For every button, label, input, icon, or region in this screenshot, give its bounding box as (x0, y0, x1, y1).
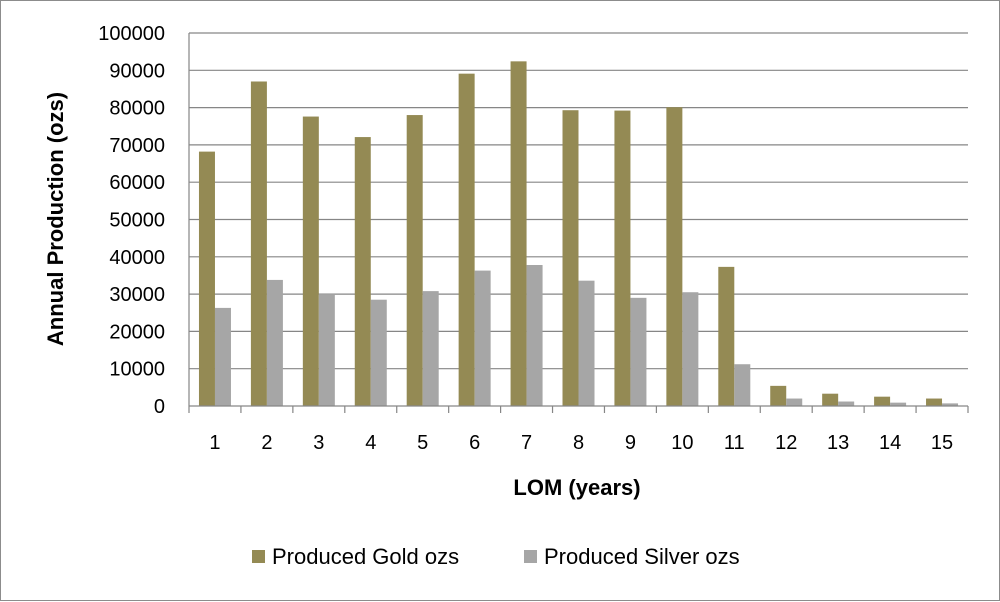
x-tick-labels: 1 2 3 4 5 6 7 8 9 10 11 12 13 14 15 (209, 432, 953, 454)
silver-bar (890, 402, 907, 406)
x-tick-label: 15 (931, 432, 953, 454)
silver-bar (266, 279, 283, 406)
gold-bar (406, 115, 423, 406)
y-tick-label: 90000 (109, 60, 165, 82)
silver-bar (422, 291, 439, 406)
y-tick-label: 100000 (98, 23, 165, 45)
bars (198, 61, 959, 407)
y-tick-label: 80000 (109, 98, 165, 120)
gold-bar (354, 137, 371, 406)
x-tick-label: 6 (469, 432, 480, 454)
silver-bar (318, 294, 335, 406)
gold-bar (874, 396, 891, 406)
legend-label-gold: Produced Gold ozs (272, 544, 459, 569)
silver-bar (474, 270, 491, 406)
gold-bar (614, 110, 631, 407)
y-tick-label: 0 (154, 396, 165, 418)
silver-bar (942, 403, 959, 406)
silver-bar (526, 265, 543, 406)
x-tick-label: 2 (261, 432, 272, 454)
legend: Produced Gold ozs Produced Silver ozs (252, 544, 740, 569)
axes (188, 33, 969, 413)
x-tick-label: 10 (671, 432, 693, 454)
x-tick-label: 4 (365, 432, 376, 454)
silver-bar (734, 364, 751, 406)
y-tick-label: 20000 (109, 321, 165, 343)
gold-bar (302, 116, 319, 406)
silver-bar (838, 401, 855, 406)
gold-bar (926, 398, 943, 406)
legend-label-silver: Produced Silver ozs (544, 544, 740, 569)
silver-bar (630, 297, 647, 406)
x-axis-title: LOM (years) (513, 475, 640, 500)
gold-bar (250, 81, 267, 407)
y-tick-label: 70000 (109, 135, 165, 157)
x-tick-label: 12 (775, 432, 797, 454)
x-tick-label: 1 (209, 432, 220, 454)
x-tick-label: 8 (573, 432, 584, 454)
x-tick-label: 7 (521, 432, 532, 454)
gold-bar (718, 266, 735, 406)
y-axis-title: Annual Production (ozs) (43, 92, 68, 346)
x-tick-label: 14 (879, 432, 901, 454)
y-tick-label: 10000 (109, 359, 165, 381)
legend-swatch-gold (252, 550, 265, 563)
y-tick-labels: 0 10000 20000 30000 40000 50000 60000 70000 8000… (98, 23, 165, 418)
y-tick-label: 50000 (109, 210, 165, 232)
silver-bar (214, 307, 231, 406)
silver-bar (786, 398, 803, 406)
y-tick-label: 30000 (109, 284, 165, 306)
gold-bar (770, 385, 787, 406)
x-tick-label: 3 (313, 432, 324, 454)
gold-bar (510, 61, 527, 407)
gold-bar (822, 393, 839, 406)
gold-bar (666, 107, 683, 407)
x-tick-label: 11 (724, 432, 745, 454)
x-tick-label: 5 (417, 432, 428, 454)
legend-swatch-silver (524, 550, 537, 563)
silver-bar (682, 292, 699, 406)
silver-bar (370, 299, 387, 406)
gold-bar (198, 151, 215, 406)
y-tick-label: 60000 (109, 172, 165, 194)
y-tick-label: 40000 (109, 247, 165, 269)
x-tick-label: 13 (827, 432, 849, 454)
silver-bar (578, 280, 595, 406)
x-tick-label: 9 (625, 432, 636, 454)
gold-bar (562, 110, 579, 406)
gold-bar (458, 73, 475, 407)
